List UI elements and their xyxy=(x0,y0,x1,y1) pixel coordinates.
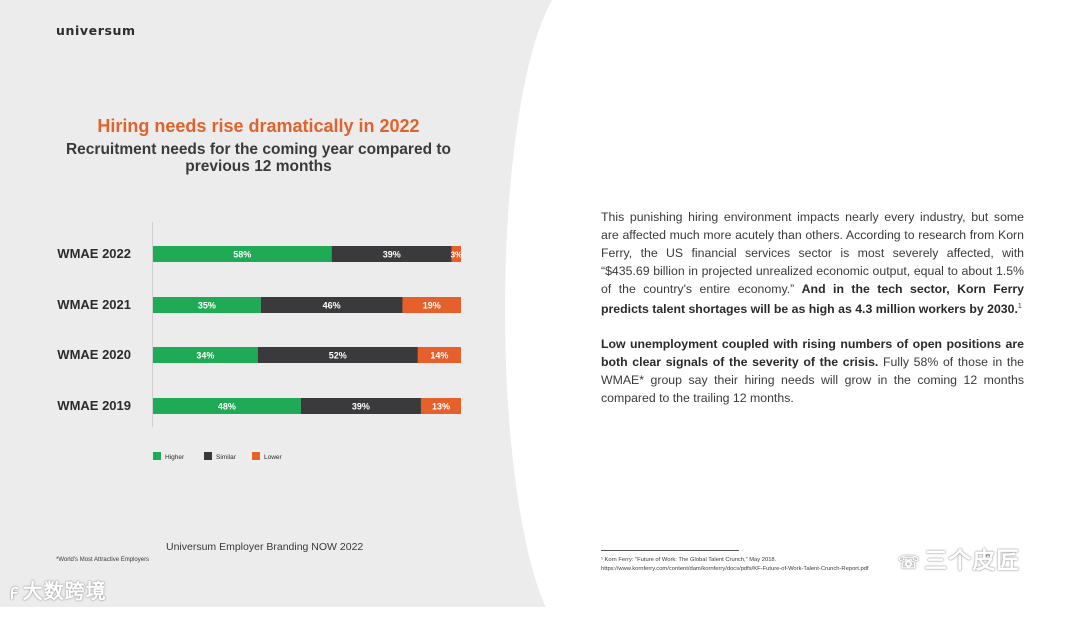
bar-segment xyxy=(260,297,403,313)
legend-label: Lower xyxy=(264,454,283,461)
legend-label: Higher xyxy=(165,454,185,461)
data-label: 13% xyxy=(432,402,450,412)
legend-swatch xyxy=(252,452,260,460)
data-label: 19% xyxy=(423,301,441,311)
bar-segment xyxy=(331,246,452,262)
data-label: 46% xyxy=(323,301,341,311)
legend-swatch xyxy=(153,452,161,460)
data-label: 34% xyxy=(196,351,214,361)
universum-logo: universum xyxy=(56,23,136,38)
data-label: 14% xyxy=(430,351,448,361)
bar-segment xyxy=(153,297,261,313)
paragraph-1: This punishing hiring environment impact… xyxy=(601,208,1024,319)
paragraph-2-bold: Low unemployment coupled with rising num… xyxy=(601,336,1024,369)
footnote-source: ¹ Korn Ferry: “Future of Work: The Globa… xyxy=(601,557,869,572)
bar-segment xyxy=(420,398,461,414)
category-label: WMAE 2019 xyxy=(57,398,131,413)
category-label: WMAE 2022 xyxy=(57,246,131,261)
bar-segment xyxy=(153,246,332,262)
category-label: WMAE 2020 xyxy=(57,347,131,362)
watermark-left-text: 大数跨境 xyxy=(22,581,107,603)
footnote-rule xyxy=(601,550,739,551)
watermark-right: ☏ 三个皮匠 xyxy=(898,541,1020,575)
page-number: 6 xyxy=(985,551,991,562)
legend-label: Similar xyxy=(216,454,237,461)
panel-curve xyxy=(505,0,625,640)
footnote-ref: 1 xyxy=(1017,303,1022,311)
chart-subtitle: Recruitment needs for the coming year co… xyxy=(65,141,451,175)
bar-segment xyxy=(417,347,461,363)
stacked-bar-chart: WMAE 2022 58% 39% 3% WMAE 2021 35% 46% 19% WMAE … xyxy=(57,222,463,461)
data-label: 3% xyxy=(451,251,463,260)
legend-swatch xyxy=(204,452,212,460)
paragraph-1-text: This punishing hiring environment impact… xyxy=(601,210,1024,297)
bar-segment xyxy=(153,398,301,414)
data-label: 39% xyxy=(352,402,370,412)
chart-source: Universum Employer Branding NOW 2022 xyxy=(166,541,364,553)
data-label: 48% xyxy=(218,402,236,412)
watermark-right-text: 三个皮匠 xyxy=(924,547,1021,573)
bar-segment xyxy=(451,246,461,262)
chart-title: Hiring needs rise dramatically in 2022 xyxy=(97,116,420,136)
watermark-right-logo-icon: ☏ xyxy=(898,553,921,572)
data-label: 39% xyxy=(383,250,401,260)
watermark-left: 𐅿 大数跨境 xyxy=(10,575,107,608)
bar-segment xyxy=(153,347,258,363)
watermark-left-logo-icon: 𐅿 xyxy=(10,585,20,602)
paragraph-1-bold: And in the tech sector, Korn Ferry predi… xyxy=(601,282,1025,317)
bar-segment xyxy=(402,297,461,313)
body-text: This punishing hiring environment impact… xyxy=(601,208,1024,423)
data-label: 58% xyxy=(233,250,251,260)
paragraph-2: Low unemployment coupled with rising num… xyxy=(601,335,1024,407)
data-label: 35% xyxy=(198,301,216,311)
paragraph-2-text: Fully 58% of those in the WMAE* group sa… xyxy=(601,354,1024,405)
data-label: 52% xyxy=(329,351,347,361)
wmae-footnote: *World's Most Attractive Employers xyxy=(56,557,150,563)
bar-segment xyxy=(257,347,418,363)
bar-segment xyxy=(300,398,421,414)
category-label: WMAE 2021 xyxy=(57,297,131,312)
